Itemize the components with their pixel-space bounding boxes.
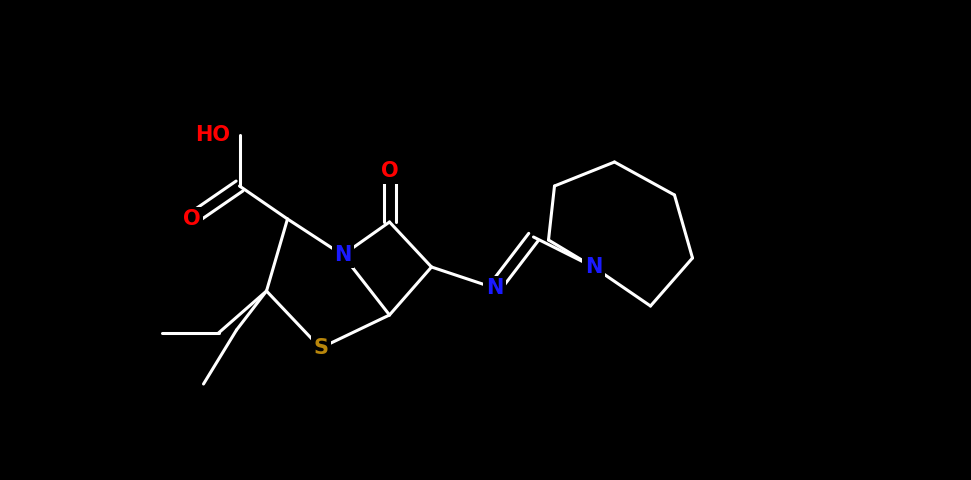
- Text: O: O: [183, 209, 200, 229]
- Text: N: N: [334, 245, 352, 265]
- Text: N: N: [486, 278, 503, 298]
- Text: S: S: [313, 338, 328, 358]
- Text: HO: HO: [195, 125, 230, 145]
- Text: N: N: [585, 257, 602, 277]
- Text: O: O: [381, 161, 398, 181]
